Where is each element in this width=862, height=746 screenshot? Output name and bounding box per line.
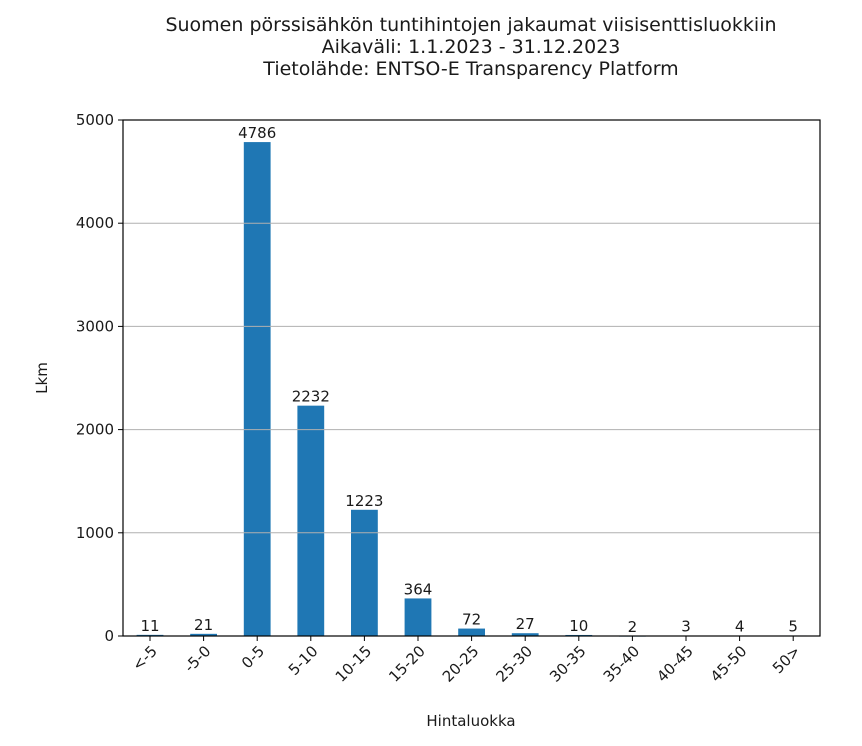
bar-value-label: 2	[628, 618, 638, 636]
x-axis-label: Hintaluokka	[426, 712, 515, 730]
y-axis-ticks: 0 1000 2000 3000 4000 5000	[76, 111, 123, 645]
chart-title: Suomen pörssisähkön tuntihintojen jakaum…	[80, 14, 862, 80]
bar	[190, 633, 217, 636]
x-axis-ticks: <-5 -5-0 0-5 5-10 10-15 15-20 20-25 25-30 30-35 3…	[129, 636, 804, 686]
plot-frame	[122, 119, 821, 637]
bar-value-label: 10	[569, 617, 588, 635]
bar-value-label: 27	[516, 615, 535, 633]
x-tick-label: <-5	[129, 642, 161, 674]
chart-title-line-1: Suomen pörssisähkön tuntihintojen jakaum…	[165, 14, 777, 36]
x-tick-label: 20-25	[439, 642, 483, 686]
y-tick-label: 0	[104, 627, 114, 645]
x-tick-label: -5-0	[181, 642, 215, 676]
chart-title-line-2: Aikaväli: 1.1.2023 - 31.12.2023	[321, 36, 621, 58]
x-tick-label: 0-5	[238, 642, 268, 672]
y-gridlines	[123, 119, 820, 534]
x-tick-label: 45-50	[707, 642, 751, 686]
bar	[458, 628, 485, 636]
x-tick-label: 35-40	[600, 642, 644, 686]
y-tick-label: 2000	[76, 421, 114, 439]
y-tick-label: 1000	[76, 524, 114, 542]
y-axis-label: Lkm	[33, 362, 51, 394]
x-tick-label: 5-10	[285, 642, 322, 679]
bar-value-label: 2232	[292, 388, 330, 406]
bar-value-label: 3	[681, 618, 691, 636]
bar	[511, 633, 539, 636]
bar	[404, 598, 432, 636]
bar-value-label: 5	[788, 617, 798, 635]
x-tick-label: 50>	[769, 642, 804, 677]
x-tick-label: 30-35	[546, 642, 590, 686]
y-tick-label: 4000	[76, 214, 114, 232]
bar-value-label: 21	[194, 616, 213, 634]
bar	[351, 509, 378, 636]
bar-value-label: 4	[735, 618, 745, 636]
bars-group	[136, 142, 807, 637]
bar-value-labels: 11 21 4786 2232 1223 364 72 27 10 2 3 4 5	[140, 124, 798, 636]
bar-value-label: 11	[140, 617, 159, 635]
y-tick-label: 3000	[76, 317, 114, 335]
x-tick-label: 25-30	[492, 642, 536, 686]
x-tick-label: 10-15	[332, 642, 376, 686]
bar	[243, 142, 271, 637]
x-tick-label: 40-45	[653, 642, 697, 686]
bar	[297, 405, 325, 636]
y-tick-label: 5000	[76, 111, 114, 129]
bar-value-label: 1223	[345, 492, 383, 510]
bar-value-label: 364	[404, 580, 433, 598]
bar-value-label: 4786	[238, 124, 276, 142]
chart-title-line-3: Tietolähde: ENTSO-E Transparency Platfor…	[263, 58, 679, 80]
bar-value-label: 72	[462, 611, 481, 629]
x-tick-label: 15-20	[385, 642, 429, 686]
